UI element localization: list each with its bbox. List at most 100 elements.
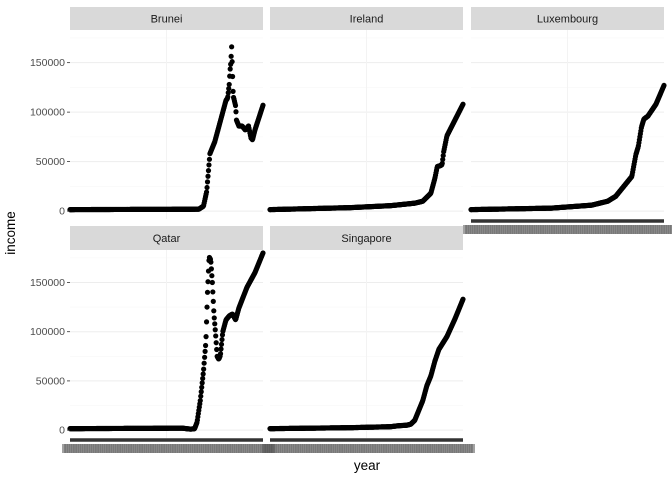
x-tick-label-glyph xyxy=(224,444,229,453)
y-tick-label: 100000 xyxy=(30,326,65,338)
facet-strip xyxy=(70,7,263,30)
x-tick-label-glyph xyxy=(639,225,643,234)
x-tick-label-glyph xyxy=(75,444,80,453)
data-point xyxy=(210,289,216,295)
x-tick-label-glyph xyxy=(81,444,86,453)
x-tick-label-glyph xyxy=(95,444,99,453)
x-tick-label-glyph xyxy=(474,225,478,234)
x-tick-label-glyph xyxy=(191,444,196,453)
x-tick-label-glyph xyxy=(325,444,330,453)
data-point xyxy=(218,346,224,352)
x-tick-label-glyph xyxy=(235,444,240,453)
data-point xyxy=(203,334,209,340)
facet-panel: Singapore xyxy=(262,226,475,453)
x-tick-label-glyph xyxy=(619,225,624,234)
x-tick-label-glyph xyxy=(200,444,205,453)
data-point xyxy=(205,168,212,174)
x-tick-label-glyph xyxy=(134,444,139,453)
x-tick-label-glyph xyxy=(487,225,492,234)
x-tick-label-glyph xyxy=(524,225,529,234)
x-tick-label-glyph xyxy=(468,444,473,453)
x-tick-label-glyph xyxy=(453,444,458,453)
x-tick-label-glyph xyxy=(625,225,630,234)
x-tick-label-glyph xyxy=(136,444,141,453)
x-tick-label-glyph xyxy=(553,225,558,234)
data-point xyxy=(201,366,207,372)
data-point xyxy=(226,85,232,92)
x-tick-label-glyph xyxy=(462,444,467,453)
x-tick-label-glyph xyxy=(176,444,181,453)
x-tick-label-glyph xyxy=(262,444,266,453)
x-tick-label-glyph xyxy=(112,444,117,453)
x-tick-label-glyph xyxy=(86,444,91,453)
x-tick-label-glyph xyxy=(288,444,293,453)
x-tick-label-glyph xyxy=(319,444,324,453)
x-tick-label-glyph xyxy=(485,225,489,234)
x-tick-label-glyph xyxy=(277,444,282,453)
x-tick-label-glyph xyxy=(544,225,549,234)
x-tick-label-glyph xyxy=(643,225,648,234)
x-tick-label-glyph xyxy=(498,225,503,234)
x-tick-label-glyph xyxy=(363,444,368,453)
data-point xyxy=(260,102,266,108)
x-tick-label-glyph xyxy=(376,444,381,453)
x-tick-label-glyph xyxy=(240,444,245,453)
x-tick-label-glyph xyxy=(614,225,619,234)
x-tick-label-glyph xyxy=(284,444,288,453)
x-tick-label-glyph xyxy=(656,225,661,234)
facet-strip-label: Luxembourg xyxy=(537,14,598,26)
data-point xyxy=(206,162,212,168)
x-tick-label-glyph xyxy=(178,444,183,453)
data-point xyxy=(226,81,232,88)
x-tick-label-glyph xyxy=(194,444,198,453)
x-tick-label-glyph xyxy=(667,225,672,234)
x-tick-label-glyph xyxy=(564,225,569,234)
x-tick-label-glyph xyxy=(610,225,615,234)
x-tick-label-glyph xyxy=(511,225,516,234)
x-tick-label-glyph xyxy=(413,444,418,453)
x-tick-label-glyph xyxy=(493,225,498,234)
x-tick-label-glyph xyxy=(231,444,236,453)
x-tick-label-glyph xyxy=(542,225,547,234)
facet-panel: Qatar 0 50000 100000 150000 xyxy=(30,226,275,453)
data-point xyxy=(213,340,219,346)
x-tick-label-glyph xyxy=(301,444,306,453)
x-tick-label-glyph xyxy=(402,444,407,453)
x-tick-label-glyph xyxy=(526,225,531,234)
x-tick-label-glyph xyxy=(270,444,275,453)
data-point xyxy=(213,333,219,339)
x-tick-label-glyph xyxy=(372,444,376,453)
x-tick-label-glyph xyxy=(62,444,66,453)
x-tick-label-glyph xyxy=(509,225,514,234)
data-point xyxy=(204,179,211,185)
x-tick-label-glyph xyxy=(504,225,509,234)
x-tick-label-glyph xyxy=(405,444,409,453)
x-tick-label-glyph xyxy=(361,444,365,453)
x-tick-label-glyph xyxy=(314,444,319,453)
facet-strip xyxy=(270,226,463,250)
x-tick-label-glyph xyxy=(165,444,170,453)
x-tick-label-glyph xyxy=(588,225,593,234)
x-tick-label-glyph xyxy=(500,225,505,234)
x-tick-label-glyph xyxy=(398,444,403,453)
x-tick-label-glyph xyxy=(463,225,467,234)
x-tick-label-glyph xyxy=(606,225,610,234)
x-tick-label-glyph xyxy=(158,444,163,453)
x-tick-label-glyph xyxy=(334,444,339,453)
x-tick-label-glyph xyxy=(579,225,584,234)
data-point xyxy=(230,73,236,80)
x-tick-label-glyph xyxy=(211,444,216,453)
facet-panels: Brunei 0 50000 100000 150000 Ireland Luxembour… xyxy=(30,7,672,453)
x-tick-label-glyph xyxy=(380,444,385,453)
x-tick-label-glyph xyxy=(442,444,447,453)
x-tick-label-glyph xyxy=(420,444,425,453)
x-tick-label-glyph xyxy=(132,444,137,453)
x-tick-label-glyph xyxy=(143,444,148,453)
x-tick-label-glyph xyxy=(185,444,190,453)
x-tick-label-glyph xyxy=(139,444,143,453)
x-tick-label-glyph xyxy=(374,444,379,453)
data-point xyxy=(225,90,231,96)
x-tick-label-glyph xyxy=(597,225,602,234)
x-tick-label-glyph xyxy=(378,444,383,453)
